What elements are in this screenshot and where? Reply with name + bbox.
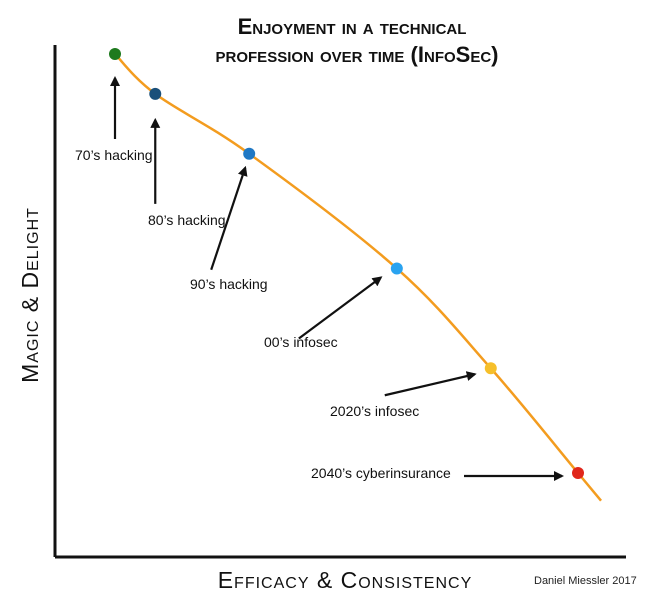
annotation-arrow [210,165,248,271]
point-label: 90’s hacking [190,276,268,292]
label-layer: 70’s hacking 80’s hacking 90’s hacking 00’s… [75,147,451,481]
point-layer [109,48,584,479]
y-axis-label: Magic & Delight [17,207,43,383]
point-label: 80’s hacking [148,212,226,228]
arrow-layer [110,76,564,481]
x-axis-label: Efficacy & Consistency [218,567,473,593]
chart-title-line-2: profession over time (InfoSec) [216,42,499,67]
annotation-arrow [298,276,383,340]
point-label: 00’s infosec [264,334,338,350]
data-point [149,87,162,100]
curve-layer [114,53,602,502]
data-point [484,362,497,375]
point-label: 70’s hacking [75,147,153,163]
trend-curve [114,53,602,502]
data-point [243,147,256,160]
data-point [390,262,403,275]
data-point [572,467,584,479]
chart-title-line-1: Enjoyment in a technical [238,14,467,39]
point-label: 2020’s infosec [330,403,419,419]
point-label: 2040’s cyberinsurance [311,465,451,481]
data-point [109,48,121,60]
annotation-arrow [384,371,477,397]
author-credit: Daniel Miessler 2017 [534,575,637,587]
